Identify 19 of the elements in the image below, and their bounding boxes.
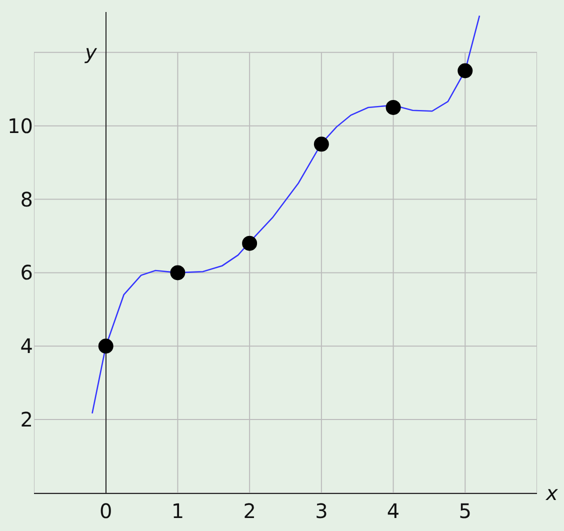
- point: [386, 100, 401, 115]
- x-axis-title: x: [545, 481, 558, 505]
- point: [314, 136, 329, 152]
- x-tick-label: 5: [458, 499, 472, 523]
- y-tick-label: 10: [8, 114, 33, 138]
- x-tick-label: 2: [243, 499, 256, 523]
- y-tick-label: 8: [20, 187, 33, 212]
- point: [458, 63, 473, 78]
- y-tick-label: 6: [20, 260, 33, 285]
- x-tick-label: 3: [315, 499, 328, 523]
- x-tick-label: 1: [171, 499, 184, 523]
- point: [242, 236, 258, 251]
- y-tick-label: 4: [20, 334, 33, 358]
- x-tick-label: 0: [99, 499, 112, 523]
- y-tick-label: 2: [20, 408, 33, 432]
- x-tick-label: 4: [386, 499, 400, 523]
- point: [98, 338, 114, 354]
- point: [170, 265, 186, 280]
- y-axis-title: y: [84, 40, 98, 64]
